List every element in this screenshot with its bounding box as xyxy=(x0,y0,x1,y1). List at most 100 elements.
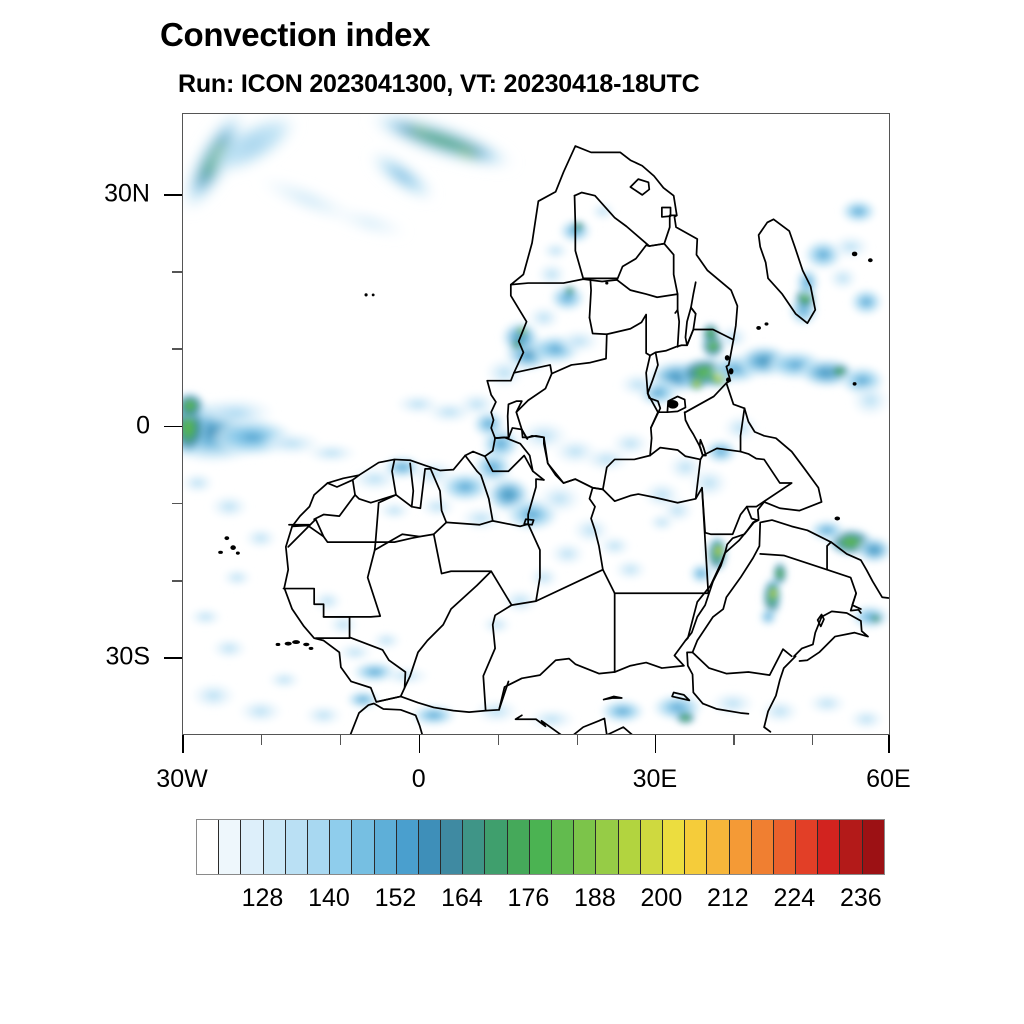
border-drc-angola xyxy=(550,316,608,375)
border-ivory-guinea xyxy=(351,474,397,504)
border-niger-south xyxy=(432,478,545,536)
border-gabon-coast xyxy=(506,400,523,440)
map-canvas xyxy=(182,113,890,735)
colorbar-tick-label: 236 xyxy=(839,884,882,912)
iraq-iran-border xyxy=(763,655,797,728)
africa-coastline xyxy=(283,145,823,714)
colorbar-cell xyxy=(596,820,619,874)
southern-europe-coastline xyxy=(349,702,424,735)
border-kenya-tanzania xyxy=(683,382,728,414)
x-axis-label-30e: 30E xyxy=(632,765,678,793)
border-niger-chad xyxy=(374,533,493,575)
colorbar-tick-label: 224 xyxy=(773,884,816,912)
border-nigeria-benin xyxy=(429,468,448,524)
colorbar-cell xyxy=(773,820,797,874)
y-axis-label-30n: 30N xyxy=(104,179,150,208)
border-lesotho xyxy=(629,178,651,196)
border-nigeria xyxy=(484,454,534,473)
aegean-crete xyxy=(602,695,623,701)
colorbar-cell xyxy=(441,820,464,874)
border-car xyxy=(543,436,594,489)
border-tunisia-libya xyxy=(498,680,510,711)
qatar xyxy=(816,613,825,628)
border-south-africa-north xyxy=(573,191,678,247)
x-axis-label-0: 0 xyxy=(411,765,426,793)
colorbar-cell xyxy=(307,820,331,874)
border-algeria xyxy=(403,570,513,712)
colorbar-tick-label: 140 xyxy=(308,884,350,912)
border-syria-turkey xyxy=(701,702,750,715)
colorbar-tick-label: 152 xyxy=(374,884,417,912)
colorbar-tick-label: 128 xyxy=(241,884,284,912)
border-libya-egypt xyxy=(510,568,616,673)
border-somalia xyxy=(739,407,746,453)
border-rwanda-burundi xyxy=(646,392,662,429)
border-burkina xyxy=(373,533,421,551)
border-burkina-south xyxy=(374,493,397,543)
madagascar-coastline xyxy=(757,218,817,325)
border-cameroon-nigeria xyxy=(494,436,545,481)
colorbar-cell xyxy=(840,820,863,874)
border-iran-turkey xyxy=(763,726,772,733)
border-nigeria-west xyxy=(464,454,494,522)
border-chad-sudan xyxy=(588,486,604,571)
map-plot-area[interactable] xyxy=(182,113,890,735)
greece-turkey-coastline xyxy=(571,717,634,735)
colorbar-cell xyxy=(352,820,375,874)
colorbar-tick-label: 164 xyxy=(441,884,483,912)
border-kenya xyxy=(683,411,704,457)
lake-chad xyxy=(523,518,535,526)
colorbar-cell xyxy=(818,820,841,874)
colorbar-tick-label: 200 xyxy=(640,884,683,912)
border-south-sudan xyxy=(602,446,702,500)
border-chad xyxy=(527,523,541,603)
colorbar[interactable] xyxy=(196,819,885,875)
x-axis-label-60e: 60E xyxy=(866,765,911,793)
colorbar-cell xyxy=(618,820,641,874)
border-ethiopia xyxy=(699,447,793,536)
colorbar-cell xyxy=(263,820,286,874)
italy-coastline xyxy=(514,714,563,735)
cyprus xyxy=(671,691,691,702)
border-liberia-sierra xyxy=(326,479,354,488)
border-togo-ghana xyxy=(409,462,432,510)
colorbar-cell xyxy=(374,820,397,874)
page-title: Convection index xyxy=(160,16,431,53)
colorbar-cell xyxy=(197,820,220,874)
border-drc-zambia xyxy=(605,313,651,357)
middle-east-coastline xyxy=(686,519,890,705)
border-tanzania-south xyxy=(654,328,735,354)
y-axis-label-30s: 30S xyxy=(105,642,150,671)
border-botswana-zimbabwe xyxy=(616,244,651,281)
colorbar-tick-label: 176 xyxy=(507,884,550,912)
lake-victoria xyxy=(666,395,687,414)
page-subtitle: Run: ICON 2023041300, VT: 20230418-18UTC xyxy=(178,70,700,98)
y-axis-label-0: 0 xyxy=(136,411,150,440)
red-sea-west-coast xyxy=(684,519,760,642)
colorbar-cell xyxy=(685,820,708,874)
border-sudan-south xyxy=(602,486,710,595)
colorbar-cell xyxy=(552,820,575,874)
colorbar-cell xyxy=(507,820,530,874)
colorbar-cell xyxy=(729,820,752,874)
colorbar-cell xyxy=(529,820,552,874)
colorbar-cell xyxy=(662,820,686,874)
x-axis-label-30w: 30W xyxy=(156,765,208,793)
border-guinea xyxy=(313,493,356,521)
border-angola-namibia xyxy=(509,278,618,286)
colorbar-cell xyxy=(285,820,308,874)
coastline-and-borders xyxy=(218,145,890,735)
border-cameroon xyxy=(520,428,545,439)
colorbar-cell xyxy=(751,820,774,874)
border-uae xyxy=(849,592,862,614)
colorbar-cell xyxy=(485,820,508,874)
border-zambia-malawi xyxy=(676,308,681,348)
border-eritrea-djibouti xyxy=(745,505,758,521)
border-yemen-oman xyxy=(826,541,832,571)
colorbar-cell xyxy=(330,820,353,874)
border-mozambique-malawi xyxy=(690,281,697,315)
colorbar-cell xyxy=(219,820,242,874)
colorbar-cell xyxy=(418,820,442,874)
colorbar-cell xyxy=(862,820,884,874)
